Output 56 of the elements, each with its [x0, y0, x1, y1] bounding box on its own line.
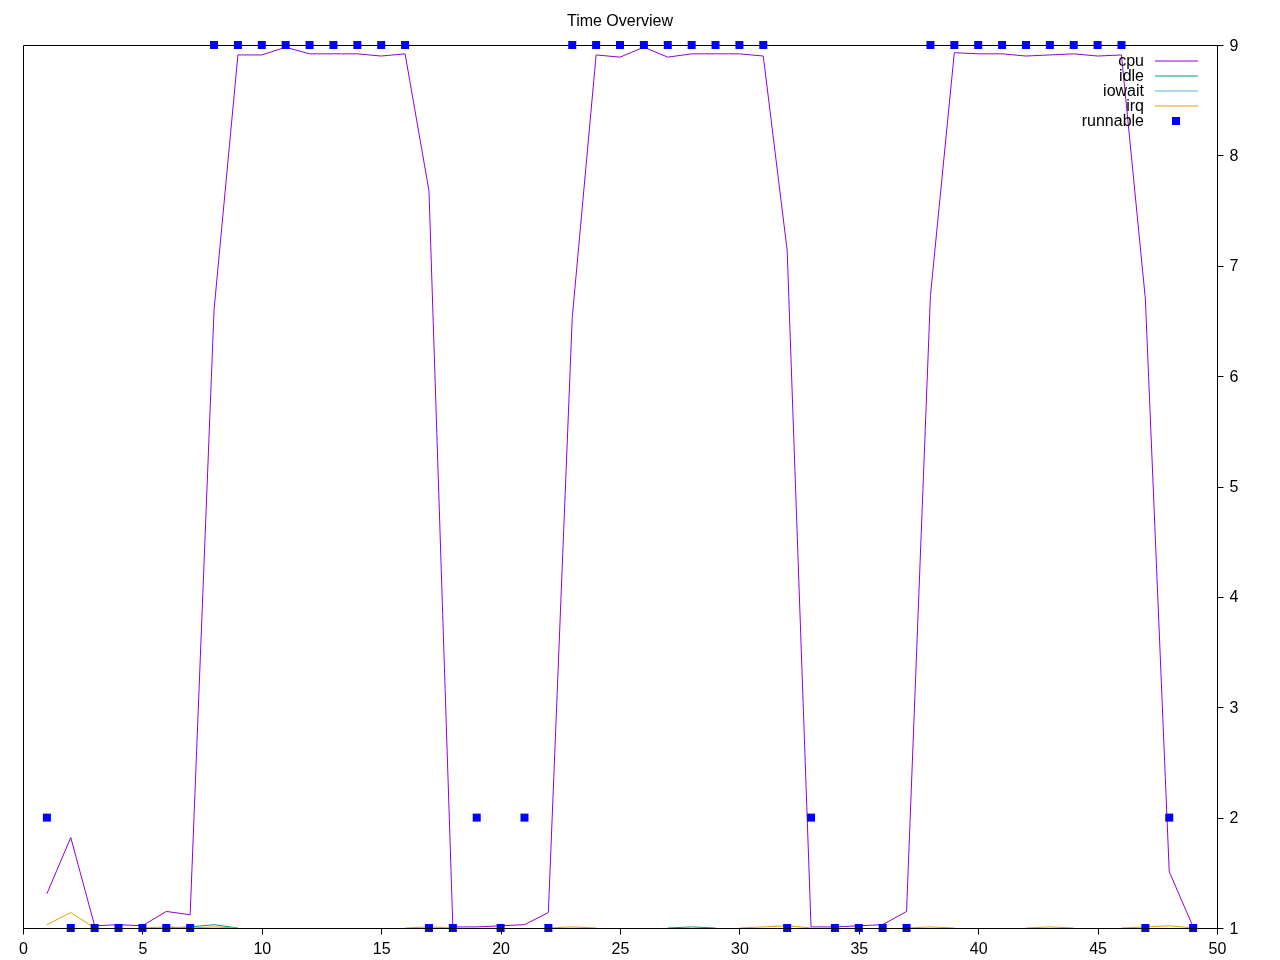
y2-tick-label: 4 — [1229, 588, 1239, 606]
y2-tick-label: 5 — [1229, 478, 1239, 495]
y2-tick-label: 6 — [1229, 367, 1239, 385]
y2-tick-label: 9 — [1229, 36, 1239, 54]
point — [281, 41, 290, 49]
point — [1165, 813, 1174, 822]
point — [353, 41, 362, 49]
chart-title: Time Overview — [566, 12, 674, 29]
point — [616, 41, 624, 49]
x-tick-label: 10 — [253, 939, 272, 957]
x-tick-label: 50 — [1208, 939, 1227, 957]
x-tick-label: 20 — [492, 939, 511, 957]
point — [401, 41, 410, 49]
x-tick-label: 0 — [19, 939, 29, 957]
point — [663, 41, 672, 49]
y2-tick-label: 1 — [1229, 919, 1239, 937]
y2-tick-label: 7 — [1229, 257, 1239, 275]
x-tick-label: 5 — [138, 939, 148, 957]
legend-label: iowait — [1103, 82, 1145, 99]
point — [807, 813, 816, 822]
point — [759, 41, 768, 49]
point — [974, 41, 983, 49]
point — [1117, 41, 1126, 49]
point — [472, 813, 481, 822]
point — [305, 41, 314, 49]
y2-tick-label: 8 — [1229, 146, 1239, 164]
legend-label: irq — [1126, 97, 1144, 114]
legend-label: cpu — [1118, 52, 1144, 69]
x-tick-label: 15 — [372, 939, 391, 957]
x-tick-label: 40 — [969, 939, 988, 957]
point — [1021, 41, 1030, 49]
point — [329, 41, 338, 49]
point — [711, 41, 720, 49]
point — [568, 41, 577, 49]
point — [1069, 41, 1078, 49]
point — [1045, 41, 1054, 49]
point — [377, 41, 386, 49]
x-tick-label: 35 — [850, 939, 869, 957]
point — [1093, 41, 1102, 49]
point — [257, 41, 266, 49]
point — [950, 41, 959, 49]
point — [639, 41, 648, 49]
point — [735, 41, 744, 49]
point — [210, 41, 219, 49]
x-tick-label: 30 — [731, 939, 749, 957]
point — [42, 813, 51, 822]
point — [233, 41, 242, 49]
x-tick-label: 25 — [611, 939, 630, 957]
y2-tick-label: 2 — [1229, 809, 1239, 827]
point — [998, 41, 1007, 49]
point — [520, 813, 529, 822]
point — [592, 41, 601, 49]
point — [687, 41, 696, 49]
point — [926, 41, 935, 49]
x-tick-label: 45 — [1089, 939, 1108, 957]
y2-tick-label: 3 — [1229, 698, 1239, 716]
